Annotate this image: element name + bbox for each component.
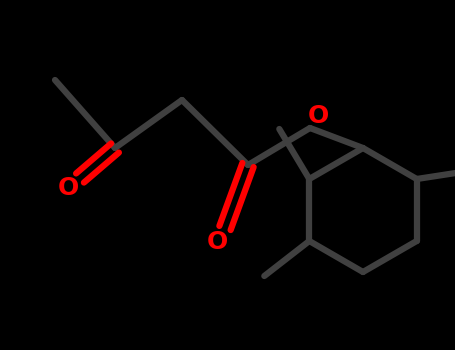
Text: O: O — [207, 230, 228, 254]
Text: O: O — [308, 104, 329, 128]
Text: O: O — [57, 176, 79, 200]
